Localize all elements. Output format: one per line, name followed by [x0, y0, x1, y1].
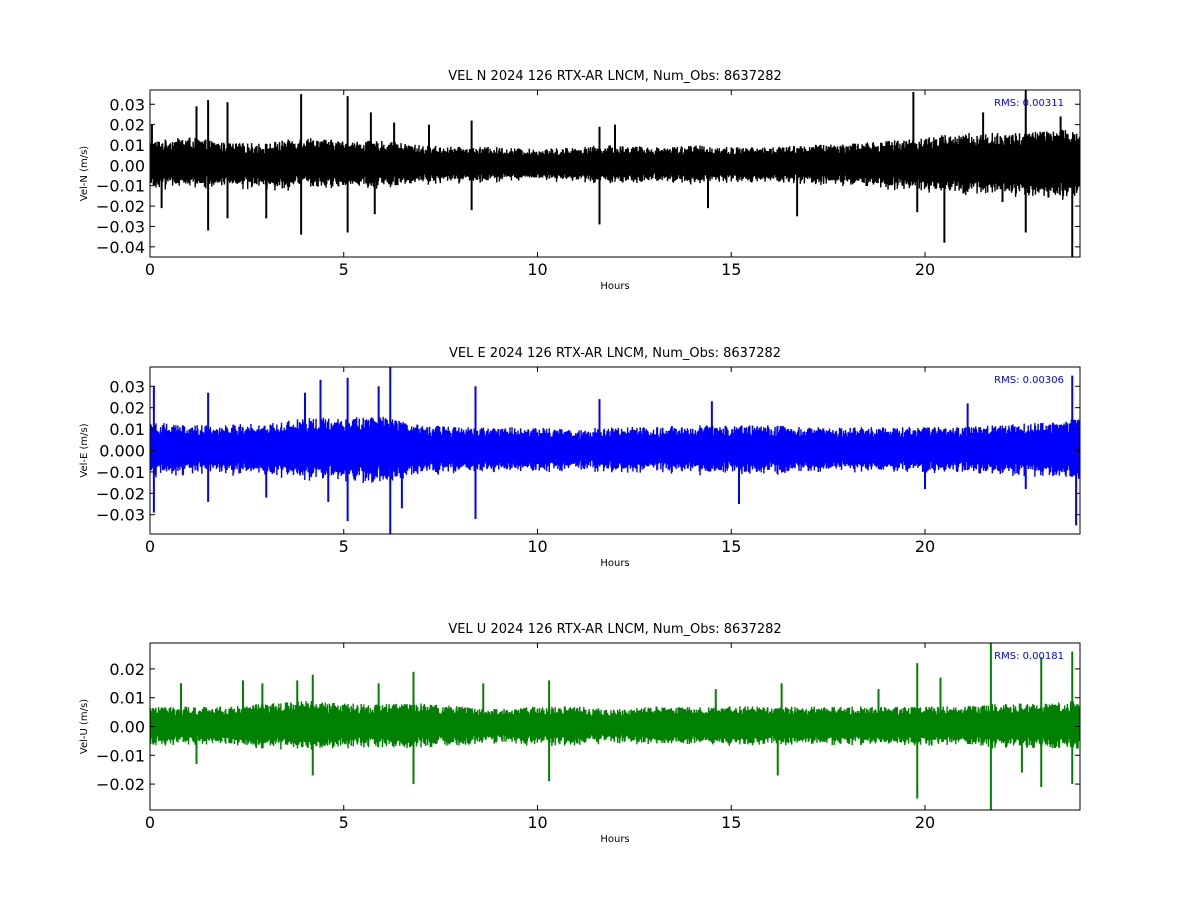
x-tick-label: 5 [339, 813, 349, 832]
subplot-1: VEL N 2024 126 RTX-AR LNCM, Num_Obs: 863… [79, 69, 1081, 292]
x-tick-label: 15 [721, 537, 741, 556]
y-tick-label: 0.01 [109, 420, 145, 439]
x-tick-label: 10 [527, 537, 547, 556]
y-tick-label: −0.03 [96, 506, 145, 525]
y-tick-label: 0.000 [99, 442, 145, 461]
y-tick-label: 0.01 [109, 689, 145, 708]
x-axis-label: Hours [600, 281, 629, 292]
y-tick-label: −0.04 [96, 238, 145, 257]
series-trace [150, 643, 1080, 810]
axes-frame [149, 89, 1081, 258]
x-tick-label: 5 [339, 260, 349, 279]
subplot-title: VEL U 2024 126 RTX-AR LNCM, Num_Obs: 863… [448, 622, 781, 637]
subplot-3: VEL U 2024 126 RTX-AR LNCM, Num_Obs: 863… [79, 622, 1081, 845]
y-tick-label: −0.01 [96, 463, 145, 482]
series-trace [150, 90, 1080, 257]
x-tick-label: 15 [721, 260, 741, 279]
series-noise-envelope [150, 701, 1080, 750]
rms-annotation: RMS: 0.00306 [994, 375, 1064, 386]
x-tick-label: 0 [145, 260, 155, 279]
x-tick-label: 0 [145, 537, 155, 556]
y-axis-label: Vel-E (m/s) [79, 423, 90, 477]
subplot-title: VEL E 2024 126 RTX-AR LNCM, Num_Obs: 863… [449, 346, 781, 361]
rms-annotation: RMS: 0.00181 [994, 651, 1064, 662]
y-tick-label: 0.02 [109, 399, 145, 418]
rms-annotation: RMS: 0.00311 [994, 98, 1064, 109]
y-tick-label: −0.02 [96, 197, 145, 216]
series-trace [150, 367, 1080, 534]
y-axis-label: Vel-U (m/s) [79, 699, 90, 754]
y-tick-label: −0.02 [96, 484, 145, 503]
x-axis-label: Hours [600, 834, 629, 845]
x-tick-label: 20 [915, 260, 935, 279]
x-axis-label: Hours [600, 558, 629, 569]
subplot-2: VEL E 2024 126 RTX-AR LNCM, Num_Obs: 863… [79, 346, 1081, 569]
x-tick-label: 20 [915, 813, 935, 832]
y-tick-label: −0.01 [96, 177, 145, 196]
y-tick-label: 0.02 [109, 116, 145, 135]
x-tick-label: 20 [915, 537, 935, 556]
x-tick-label: 10 [527, 260, 547, 279]
y-tick-label: 0.02 [109, 660, 145, 679]
y-tick-label: −0.02 [96, 775, 145, 794]
y-tick-label: 0.00 [109, 156, 145, 175]
x-tick-label: 5 [339, 537, 349, 556]
y-tick-label: 0.01 [109, 136, 145, 155]
series-noise-envelope [150, 416, 1080, 484]
x-tick-label: 10 [527, 813, 547, 832]
y-tick-label: 0.00 [109, 718, 145, 737]
y-axis-label: Vel-N (m/s) [79, 146, 90, 201]
y-tick-label: −0.03 [96, 217, 145, 236]
x-tick-label: 0 [145, 813, 155, 832]
y-tick-label: 0.03 [109, 377, 145, 396]
subplot-title: VEL N 2024 126 RTX-AR LNCM, Num_Obs: 863… [448, 69, 782, 84]
y-tick-label: −0.01 [96, 746, 145, 765]
y-tick-label: 0.03 [109, 95, 145, 114]
x-tick-label: 15 [721, 813, 741, 832]
